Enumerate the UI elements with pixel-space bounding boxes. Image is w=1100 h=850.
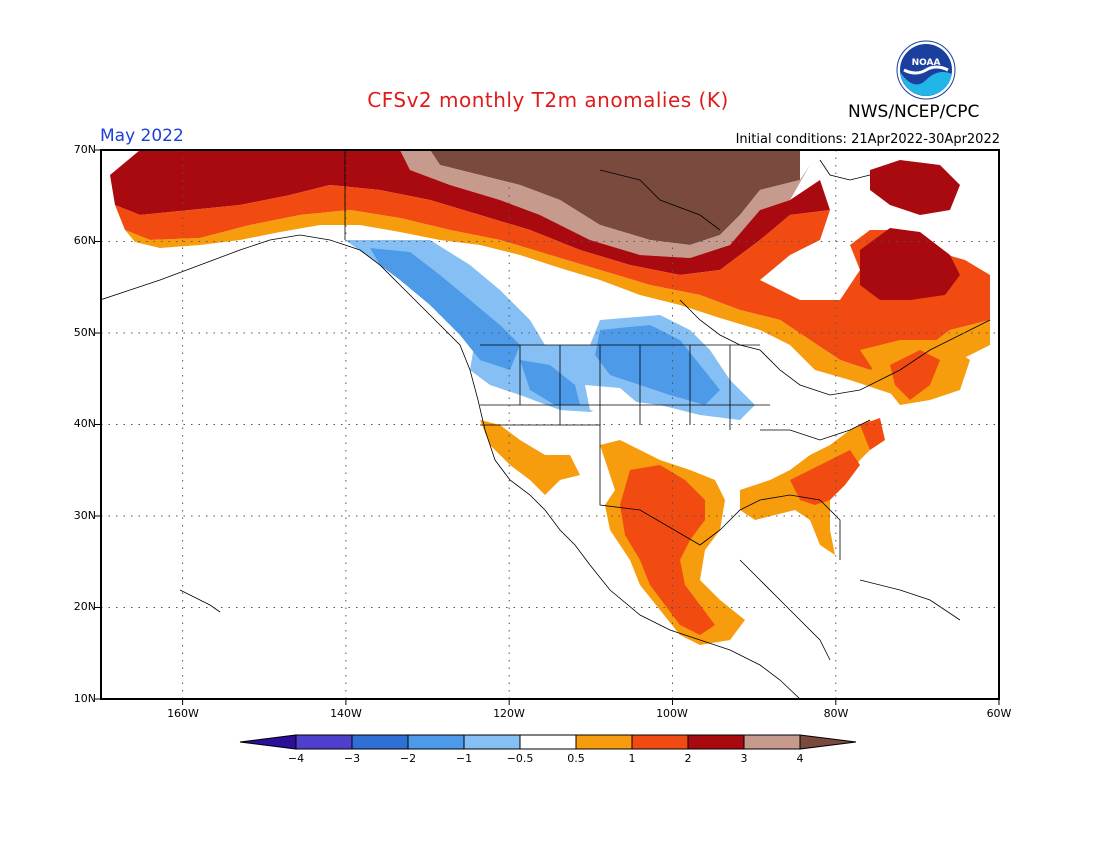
legend-tick: −1	[455, 752, 473, 765]
anomaly-region-red	[115, 185, 990, 370]
legend-swatch	[799, 734, 857, 750]
legend-tick: −3	[343, 752, 361, 765]
lon-label: 120W	[493, 707, 525, 720]
lon-label: 140W	[330, 707, 362, 720]
lat-label: 30N	[73, 509, 96, 522]
legend-swatch	[351, 734, 409, 750]
anomaly-region-red	[620, 465, 715, 635]
initial-conditions: Initial conditions: 21Apr2022-30Apr2022	[735, 132, 1000, 147]
legend-swatch	[575, 734, 633, 750]
lat-label: 10N	[73, 692, 96, 705]
map-title: CFSv2 monthly T2m anomalies (K)	[367, 88, 729, 112]
lat-label: 50N	[73, 326, 96, 339]
lat-label: 70N	[73, 143, 96, 156]
anomaly-region-red	[860, 418, 885, 450]
anomaly-region-brown	[430, 150, 800, 245]
legend-swatch	[463, 734, 521, 750]
lat-label: 20N	[73, 600, 96, 613]
anomaly-region-white	[585, 385, 640, 415]
anomaly-region-red	[890, 350, 940, 400]
logo-text: NOAA	[912, 58, 941, 68]
agency-label: NWS/NCEP/CPC	[848, 102, 980, 122]
legend-tick: −2	[399, 752, 417, 765]
legend-tick: 1	[628, 752, 636, 765]
legend-swatch	[295, 734, 353, 750]
legend-tick: 3	[740, 752, 748, 765]
map-gridlines	[101, 150, 999, 699]
lon-label: 100W	[656, 707, 688, 720]
legend-swatch	[407, 734, 465, 750]
anomaly-region-darkred	[860, 228, 960, 300]
noaa-logo: NOAA	[896, 40, 956, 100]
forecast-month: May 2022	[100, 126, 184, 146]
anomaly-region-tan	[400, 150, 810, 258]
anomaly-region-blue	[370, 248, 520, 370]
lon-label: 80W	[823, 707, 849, 720]
legend-swatch	[631, 734, 689, 750]
anomaly-region-darkred	[110, 150, 830, 275]
legend-tick: −4	[287, 752, 305, 765]
legend-tick: 2	[684, 752, 692, 765]
lon-label: 60W	[986, 707, 1012, 720]
legend-swatch	[239, 734, 297, 750]
anomaly-region-orange	[480, 420, 580, 495]
anomaly-region-red	[790, 450, 860, 505]
legend-tick: −0.5	[506, 752, 534, 765]
legend-swatch	[519, 734, 577, 750]
anomaly-region-darkred	[870, 160, 960, 215]
lon-label: 160W	[167, 707, 199, 720]
legend-tick: 4	[796, 752, 804, 765]
anomaly-region-blue	[520, 360, 580, 405]
legend-tick: 0.5	[567, 752, 585, 765]
lat-label: 40N	[73, 417, 96, 430]
legend-swatch	[743, 734, 801, 750]
legend-swatch	[687, 734, 745, 750]
lat-label: 60N	[73, 234, 96, 247]
